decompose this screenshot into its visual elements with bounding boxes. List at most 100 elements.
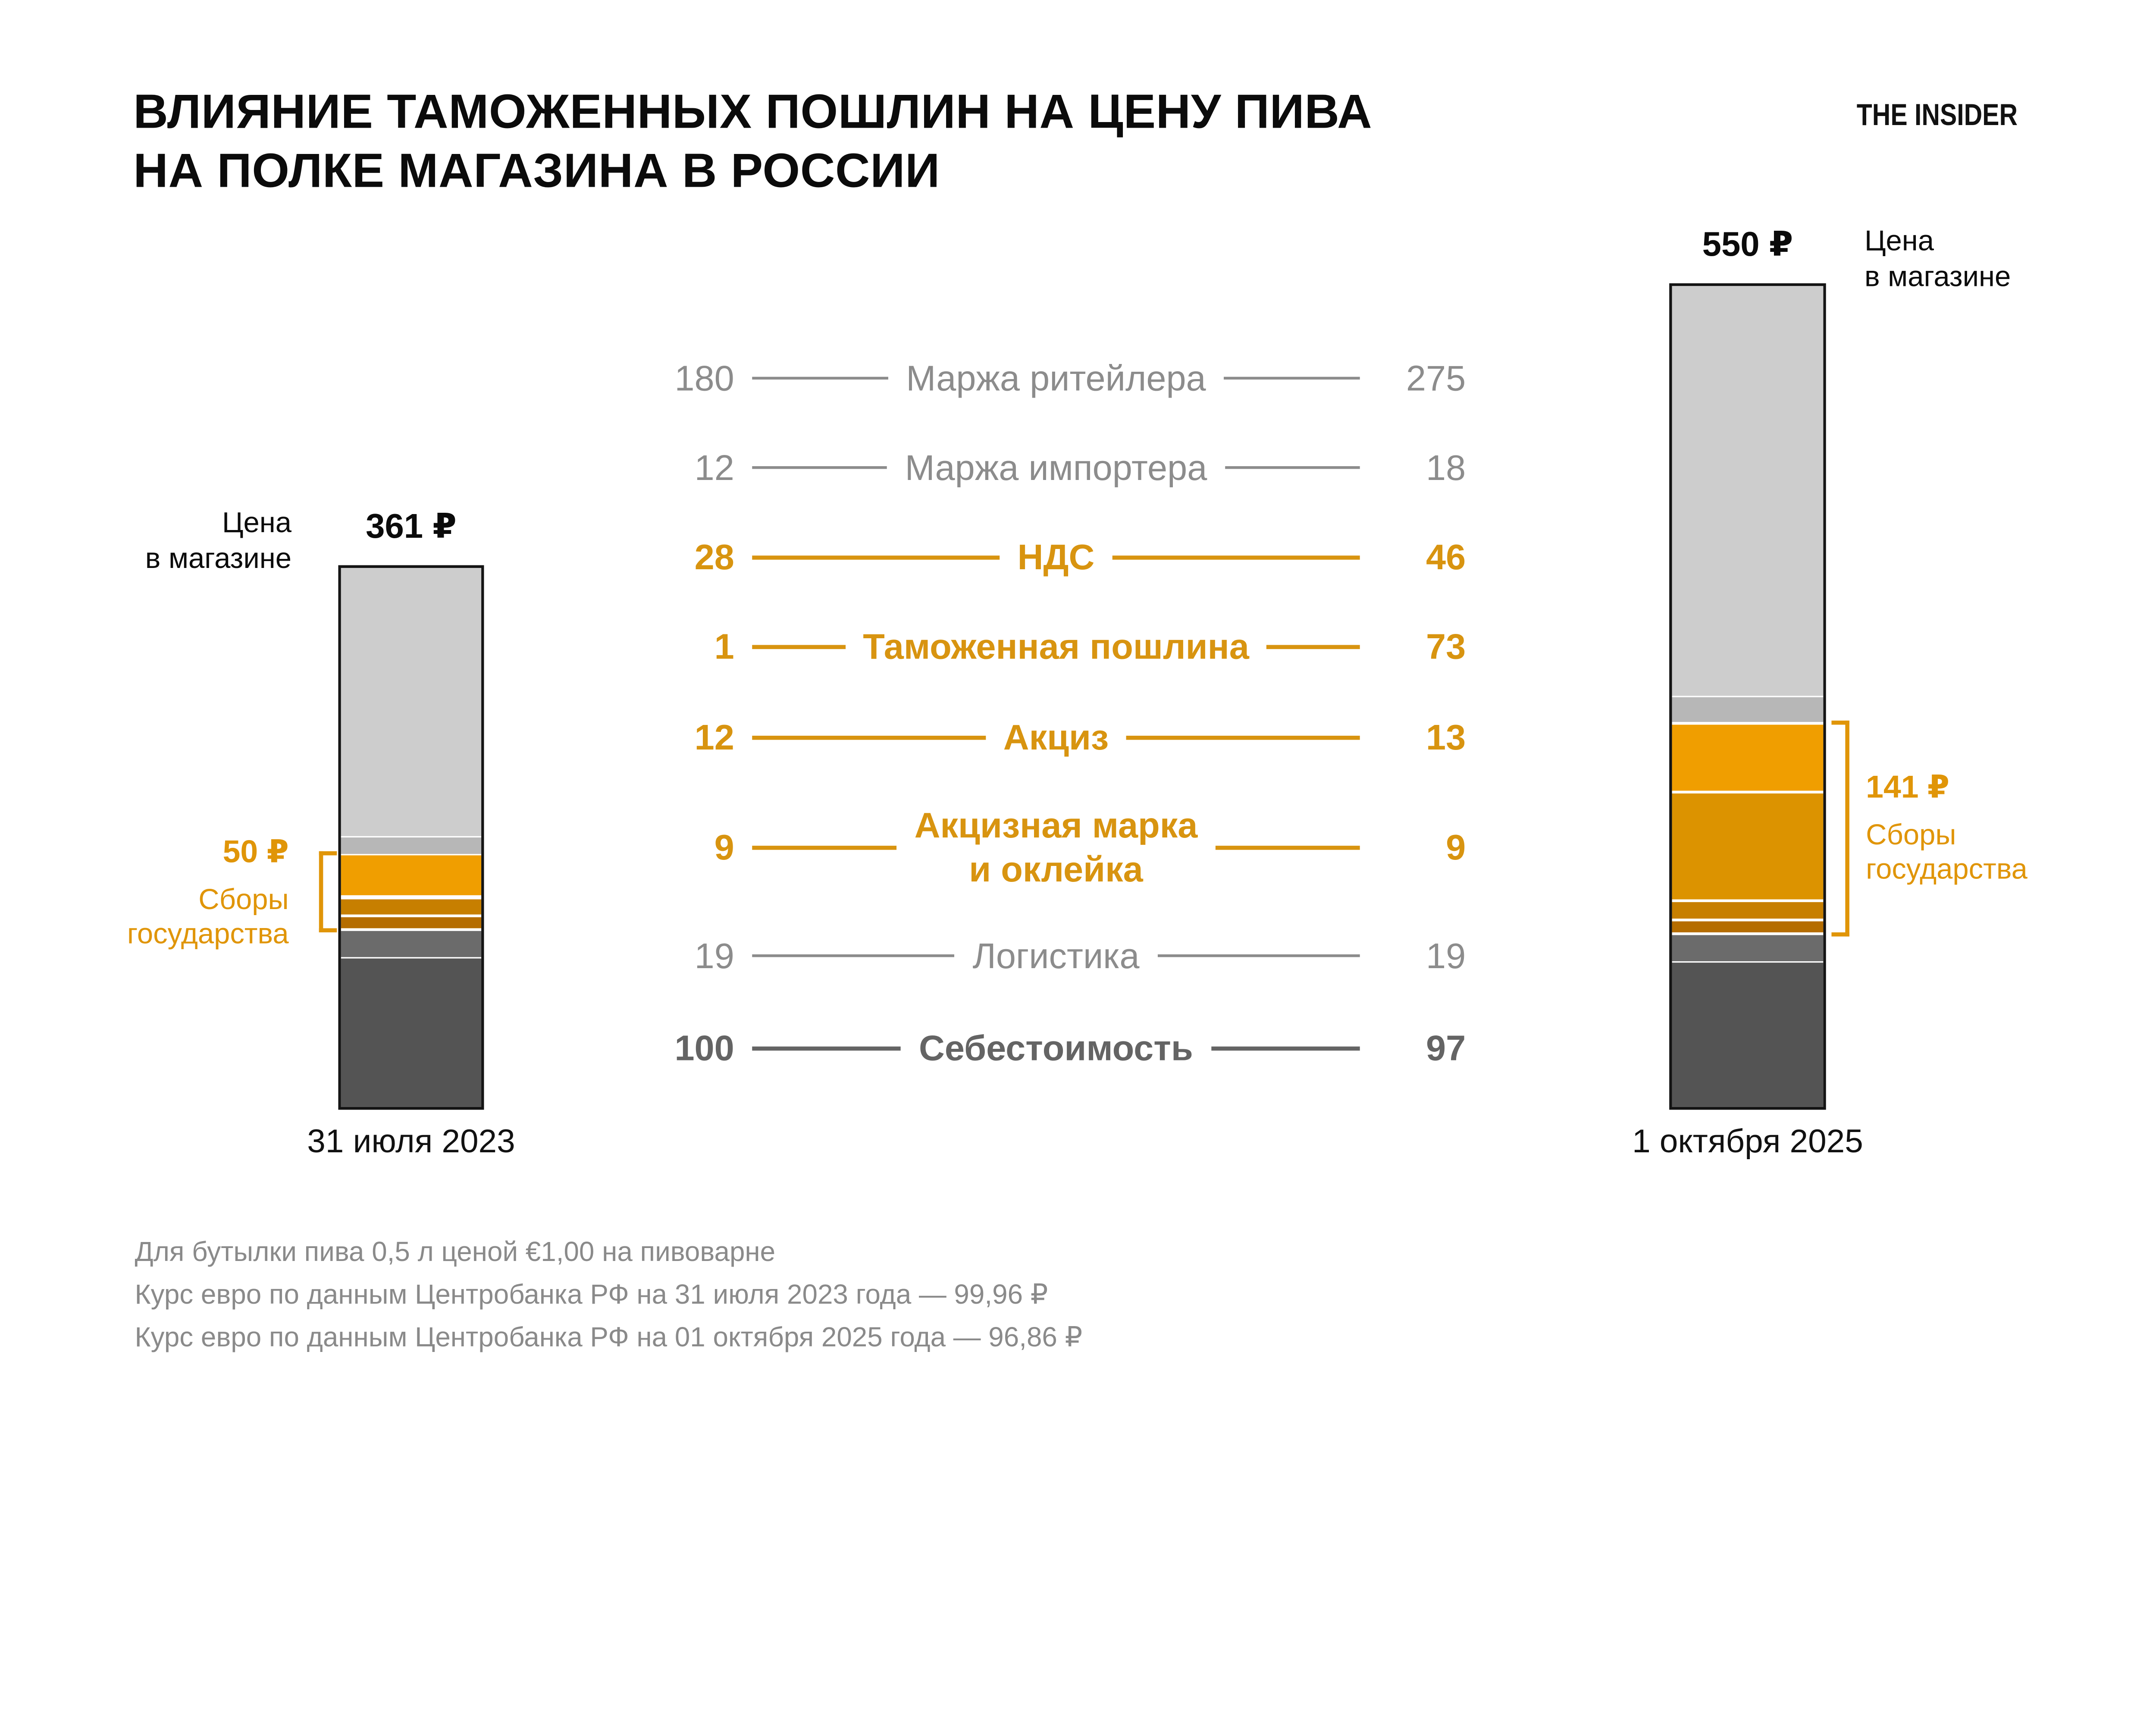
bar-segment-importer-margin (341, 837, 482, 855)
bar-segment-retailer-margin (341, 568, 482, 837)
legend-label: Акцизная марка и оклейка (914, 804, 1198, 890)
bar-segment-nds (341, 854, 482, 897)
price-location-note: Цена в магазине (1864, 225, 2011, 293)
bar-segment-customs-duty (1672, 792, 1824, 901)
legend-connector-line (1215, 845, 1360, 850)
state-fees-bracket (1831, 720, 1849, 937)
segment-divider (1672, 919, 1824, 922)
legend-row: 28 НДС 46 (646, 505, 1466, 609)
legend-connector-line (752, 644, 845, 649)
legend-right-value: 97 (1426, 1026, 1466, 1068)
legend-right-value: 13 (1426, 715, 1466, 757)
legend-connector-line (1225, 466, 1360, 469)
legend-label: Маржа импортера (905, 447, 1207, 489)
bar-segment-cost-price (1672, 962, 1824, 1107)
bar-segment-excise-stamp (341, 916, 482, 929)
segment-divider (1672, 695, 1824, 697)
legend-left-value: 100 (674, 1026, 734, 1068)
legend-left-value: 12 (694, 715, 734, 757)
page-title: ВЛИЯНИЕ ТАМОЖЕННЫХ ПОШЛИН НА ЦЕНУ ПИВА Н… (133, 82, 1372, 201)
legend-connector-line (752, 954, 955, 957)
legend-row: 12 Маржа импортера 18 (646, 415, 1466, 520)
legend-connector-line (1157, 954, 1360, 957)
segment-divider (1672, 932, 1824, 935)
bar-date-label: 31 июля 2023 (307, 1123, 515, 1161)
footnote-line-1: Для бутылки пива 0,5 л ценой €1,00 на пи… (135, 1237, 776, 1268)
price-bar (338, 565, 484, 1110)
legend-connector-line (752, 1046, 901, 1050)
bar-segment-importer-margin (1672, 696, 1824, 723)
page-title-line-1: ВЛИЯНИЕ ТАМОЖЕННЫХ ПОШЛИН НА ЦЕНУ ПИВА (133, 85, 1373, 139)
legend-label: Акциз (1003, 716, 1109, 758)
legend-connector-line (752, 845, 897, 850)
legend-connector-line (1211, 1046, 1360, 1050)
legend-row: 100 Себестоимость 97 (646, 996, 1466, 1100)
bar-segment-retailer-margin (1672, 285, 1824, 696)
legend-connector-line (1267, 644, 1360, 649)
segment-divider (341, 915, 482, 917)
legend-connector-line (752, 376, 888, 380)
price-location-note: Цена в магазине (145, 507, 292, 575)
segment-divider (1672, 961, 1824, 963)
state-fees-amount: 50 ₽ (222, 833, 289, 869)
segment-divider (341, 835, 482, 838)
legend-right-value: 46 (1426, 536, 1466, 577)
segment-divider (341, 853, 482, 856)
legend-right-value: 275 (1406, 357, 1466, 398)
bar-segment-logistics (1672, 934, 1824, 962)
legend-label: Логистика (972, 935, 1140, 977)
legend-connector-line (1224, 376, 1360, 380)
bar-total-price: 550 ₽ (1702, 225, 1793, 264)
state-fees-label: 141 ₽ Сборы государства (1866, 769, 2028, 888)
legend-left-value: 1 (714, 625, 734, 666)
legend-row: 1 Таможенная пошлина 73 (646, 594, 1466, 699)
bar-segment-excise (341, 898, 482, 916)
segment-divider (341, 895, 482, 898)
legend-left-value: 19 (694, 934, 734, 976)
bar-segment-nds (1672, 723, 1824, 792)
legend-left-value: 28 (694, 536, 734, 577)
state-fees-caption: Сборы государства (127, 884, 289, 950)
legend-connector-line (752, 735, 986, 739)
bar-date-label: 1 октября 2025 (1632, 1123, 1863, 1161)
segment-divider (1672, 722, 1824, 724)
legend-connector-line (752, 555, 1000, 559)
legend-connector-line (1126, 735, 1360, 739)
legend-left-value: 180 (674, 357, 734, 398)
legend-connector-line (1112, 555, 1360, 559)
bar-segment-excise-stamp (1672, 920, 1824, 934)
legend-label: Маржа ритейлера (906, 358, 1206, 399)
segment-divider (341, 957, 482, 959)
segment-divider (341, 897, 482, 899)
state-fees-bracket (319, 852, 337, 932)
state-fees-label: 50 ₽ Сборы государства (127, 833, 289, 951)
legend-left-value: 9 (714, 825, 734, 867)
state-fees-amount: 141 ₽ (1866, 769, 1949, 805)
brand-logo: THE INSIDER (1856, 97, 2017, 132)
legend-right-value: 9 (1446, 825, 1466, 867)
legend-left-value: 12 (694, 446, 734, 488)
segment-divider (1672, 790, 1824, 793)
legend-row: 9 Акцизная марка и оклейка 9 (646, 795, 1466, 899)
bar-segment-excise (1672, 900, 1824, 920)
legend-row: 180 Маржа ритейлера 275 (646, 326, 1466, 430)
segment-divider (341, 928, 482, 931)
legend-right-value: 18 (1426, 446, 1466, 488)
footnote-line-2: Курс евро по данным Центробанка РФ на 31… (135, 1280, 1048, 1311)
legend-connector-line (752, 466, 887, 469)
legend-row: 19 Логистика 19 (646, 903, 1466, 1008)
page-title-line-2: НА ПОЛКЕ МАГАЗИНА В РОССИИ (133, 144, 940, 198)
price-bar (1669, 282, 1826, 1110)
segment-divider (1672, 900, 1824, 902)
legend: 180 Маржа ритейлера 275 12 Маржа импортера 18… (646, 0, 1466, 1437)
legend-right-value: 19 (1426, 934, 1466, 976)
footnotes: Для бутылки пива 0,5 л ценой €1,00 на пи… (135, 1232, 1083, 1360)
bar-segment-cost-price (341, 957, 482, 1107)
bar-total-price: 361 ₽ (366, 507, 457, 546)
legend-right-value: 73 (1426, 625, 1466, 666)
legend-row: 12 Акциз 13 (646, 685, 1466, 789)
footnote-line-3: Курс евро по данным Центробанка РФ на 01… (135, 1323, 1083, 1353)
bar-segment-logistics (341, 929, 482, 958)
legend-label: Таможенная пошлина (863, 625, 1249, 667)
legend-label: Себестоимость (919, 1027, 1193, 1069)
